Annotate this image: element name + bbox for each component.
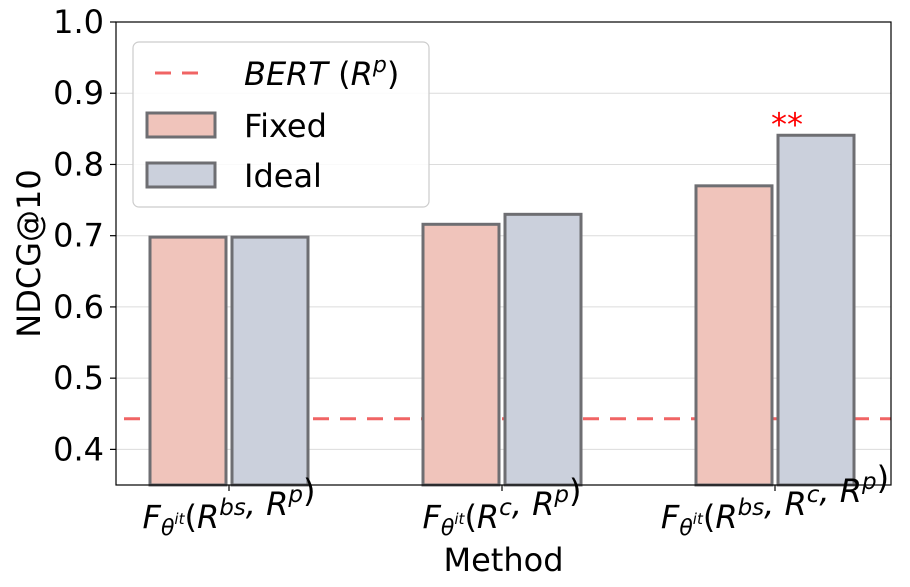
legend-swatch-ideal [145, 161, 217, 189]
label-arg-sup: c [807, 482, 820, 508]
legend-swatch-fixed [145, 111, 217, 139]
label-sub: θ [441, 516, 455, 541]
label-arg-base: R [266, 485, 288, 523]
label-arg-sup: p [861, 469, 877, 495]
label-base: F [143, 498, 162, 536]
plot-frame [115, 21, 892, 486]
label-arg-sup: p [287, 482, 303, 508]
label-paren: ( [703, 498, 715, 536]
label-comma: , [764, 485, 784, 523]
y-axis-label: NDCG@10 [10, 169, 48, 337]
y-tick-label: 0.7 [53, 217, 104, 255]
annotations: ** [771, 105, 803, 143]
label-arg-base: R [715, 498, 737, 536]
legend-baseline-name: BERT [244, 55, 330, 93]
x-axis-label: Method [443, 541, 563, 579]
label-comma: , [512, 485, 532, 523]
x-tick-label: Fθit(Rbs, Rp) [143, 472, 316, 541]
label-sub-sup: it [174, 510, 185, 528]
bar-fixed-2 [421, 222, 501, 487]
bar-fixed-1 [148, 235, 228, 487]
label-paren: ) [569, 472, 581, 510]
label-paren: ( [464, 498, 476, 536]
legend-label-fixed: Fixed [244, 107, 327, 145]
x-ticks: Fθit(Rbs, Rp)Fθit(Rc, Rp)Fθit(Rbs, Rc, R… [143, 459, 890, 541]
y-tick-label: 0.8 [53, 145, 104, 183]
legend-baseline-sup: p [372, 53, 387, 78]
label-sub-sup: it [454, 510, 465, 528]
legend-baseline-suffix: R [351, 55, 373, 93]
label-arg-base: R [477, 498, 499, 536]
label-arg-base: R [532, 485, 554, 523]
legend-label-baseline: BERT (Rp) [244, 53, 399, 93]
label-arg-base: R [197, 498, 219, 536]
label-sub-sup: it [693, 510, 704, 528]
label-arg-sup: bs [219, 495, 246, 521]
x-tick-label: Fθit(Rbs, Rc, Rp) [661, 459, 889, 541]
bar-ideal-2 [503, 212, 583, 487]
legend-label-ideal: Ideal [244, 157, 322, 195]
legend-paren: ( [328, 55, 351, 93]
label-base: F [423, 498, 442, 536]
y-tick-label: 0.4 [53, 430, 104, 468]
label-arg-base: R [785, 485, 807, 523]
y-tick-label: 0.9 [53, 74, 104, 112]
y-ticks: 0.4 0.5 0.6 0.7 0.8 0.9 1.0 [53, 3, 116, 468]
y-tick-label: 1.0 [53, 3, 104, 41]
label-arg-base: R [840, 472, 862, 510]
bar-fixed-3 [694, 184, 774, 487]
bar-ideal-3 [776, 133, 856, 487]
label-paren: ) [877, 459, 889, 497]
label-sub: θ [679, 516, 693, 541]
x-tick-label: Fθit(Rc, Rp) [423, 472, 582, 541]
label-arg-sup: p [553, 482, 569, 508]
label-arg-sup: c [499, 495, 512, 521]
y-tick-label: 0.5 [53, 359, 104, 397]
bars [148, 133, 856, 487]
bar-ideal-1 [230, 235, 310, 487]
label-comma: , [819, 472, 839, 510]
label-paren: ) [303, 472, 315, 510]
significance-annotation: ** [771, 105, 803, 143]
label-arg-sup: bs [738, 495, 765, 521]
label-sub: θ [161, 516, 175, 541]
label-base: F [661, 498, 680, 536]
y-tick-label: 0.6 [53, 288, 104, 326]
label-comma: , [246, 485, 266, 523]
legend: BERT (Rp) Fixed Ideal [132, 41, 430, 208]
legend-paren: ) [387, 55, 399, 93]
label-paren: ( [184, 498, 196, 536]
